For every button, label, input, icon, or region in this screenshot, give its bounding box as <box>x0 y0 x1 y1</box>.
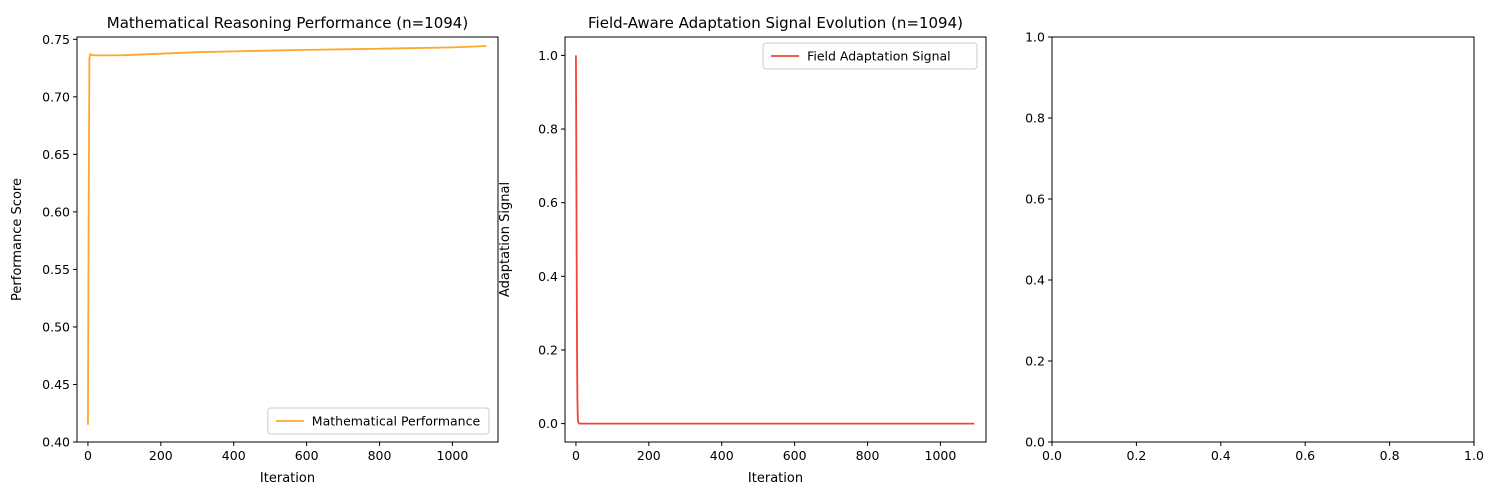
x-axis-label: Iteration <box>260 471 315 486</box>
y-tick-label: 0.50 <box>42 319 70 334</box>
x-tick-label: 200 <box>149 448 173 463</box>
x-tick-label: 0.6 <box>1295 448 1315 463</box>
chart-panel-2: Field-Aware Adaptation Signal Evolution … <box>498 14 987 486</box>
y-axis-label: Performance Score <box>10 178 25 301</box>
y-tick-label: 0.40 <box>42 435 70 450</box>
x-tick-label: 200 <box>637 448 661 463</box>
y-tick-label: 0.60 <box>42 204 70 219</box>
plot-frame <box>564 36 987 443</box>
y-tick-label: 0.75 <box>42 32 70 47</box>
plot-frame <box>1051 36 1475 443</box>
x-tick-label: 1000 <box>437 448 469 463</box>
x-tick-label: 1.0 <box>1464 448 1484 463</box>
x-tick-label: 0.8 <box>1380 448 1400 463</box>
legend: Field Adaptation Signal <box>762 42 978 70</box>
series-line-1 <box>87 45 487 425</box>
chart-panel-1: Mathematical Reasoning Performance (n=10… <box>10 14 499 486</box>
legend-label: Mathematical Performance <box>312 414 481 429</box>
y-tick-label: 0.55 <box>42 262 70 277</box>
y-tick-label: 0.2 <box>538 342 558 357</box>
x-axis-label: Iteration <box>748 471 803 486</box>
chart-panel-3: 0.0 0.2 0.4 0.6 0.8 1.0 0.0 0.2 0.4 0.6 0.8 1.0 <box>1025 30 1484 464</box>
y-tick-label: 0.8 <box>538 122 558 137</box>
y-tick-label: 0.2 <box>1025 354 1045 369</box>
y-tick-label: 0.8 <box>1025 111 1045 126</box>
x-tick-label: 600 <box>295 448 319 463</box>
series-line-1 <box>575 55 975 425</box>
x-tick-label: 0 <box>572 448 580 463</box>
chart-title: Mathematical Reasoning Performance (n=10… <box>107 14 468 32</box>
y-tick-label: 0.4 <box>538 269 558 284</box>
x-tick-label: 400 <box>710 448 734 463</box>
x-tick-label: 0.4 <box>1211 448 1231 463</box>
y-tick-label: 0.0 <box>538 416 558 431</box>
x-tick-label: 800 <box>856 448 880 463</box>
legend: Mathematical Performance <box>267 407 490 435</box>
x-tick-label: 0.2 <box>1126 448 1146 463</box>
legend-box <box>762 42 978 70</box>
y-tick-label: 0.6 <box>1025 192 1045 207</box>
chart-title: Field-Aware Adaptation Signal Evolution … <box>588 14 963 32</box>
plot-frame <box>76 36 499 443</box>
y-tick-label: 0.70 <box>42 89 70 104</box>
x-tick-label: 1000 <box>925 448 957 463</box>
legend-label: Field Adaptation Signal <box>807 49 951 64</box>
y-tick-label: 0.0 <box>1025 435 1045 450</box>
y-tick-label: 1.0 <box>538 48 558 63</box>
x-tick-label: 0.0 <box>1042 448 1062 463</box>
x-tick-label: 0 <box>84 448 92 463</box>
x-tick-label: 600 <box>783 448 807 463</box>
y-tick-label: 0.65 <box>42 147 70 162</box>
y-tick-label: 0.4 <box>1025 273 1045 288</box>
x-tick-label: 800 <box>368 448 392 463</box>
y-tick-label: 0.45 <box>42 377 70 392</box>
y-tick-label: 1.0 <box>1025 30 1045 45</box>
y-axis-label: Adaptation Signal <box>498 182 513 297</box>
y-tick-label: 0.6 <box>538 195 558 210</box>
x-tick-label: 400 <box>222 448 246 463</box>
legend-box <box>267 407 490 435</box>
